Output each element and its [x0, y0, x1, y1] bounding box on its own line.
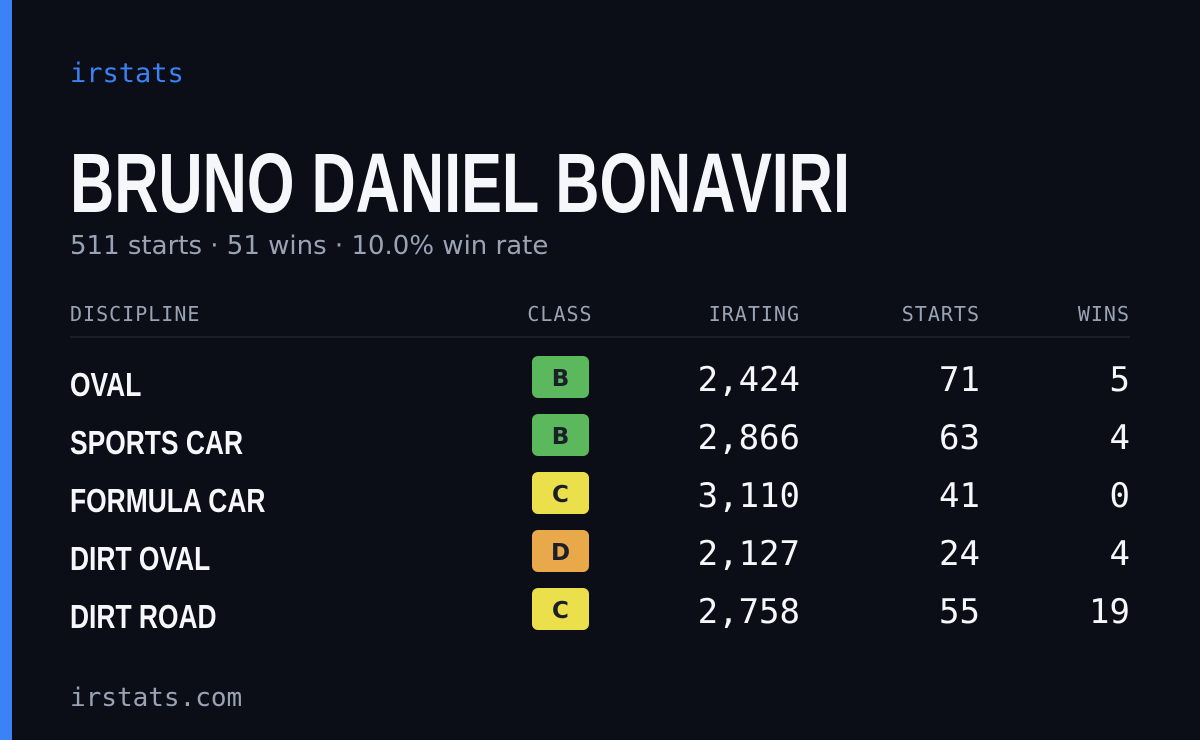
class-badge: [532, 472, 589, 514]
starts: 63: [939, 418, 980, 458]
irating: 2,866: [698, 418, 800, 458]
irating: 3,110: [698, 476, 800, 516]
table-row: DIRT ROAD C 2,758 55 19: [70, 588, 1130, 636]
class-badge: [532, 530, 589, 572]
irating: 2,424: [698, 360, 800, 400]
accent-bar: [0, 0, 12, 740]
table-row: SPORTS CAR B 2,866 63 4: [70, 414, 1130, 462]
starts: 55: [939, 592, 980, 632]
column-header: STARTS: [902, 302, 980, 326]
wins: 5: [1110, 360, 1130, 400]
summary: 511 starts · 51 wins · 10.0% win rate: [70, 231, 548, 261]
table-row: FORMULA CAR C 3,110 41 0: [70, 472, 1130, 520]
table-row: DIRT OVAL D 2,127 24 4: [70, 530, 1130, 578]
class-badge: [532, 356, 589, 398]
discipline: DIRT ROAD: [70, 599, 217, 635]
class-letter: B: [552, 424, 570, 450]
column-header: DISCIPLINE: [70, 302, 200, 326]
irating: 2,127: [698, 534, 800, 574]
column-header: CLASS: [527, 302, 592, 326]
class-letter: C: [552, 482, 569, 508]
wins: 0: [1110, 476, 1130, 516]
class-letter: B: [552, 366, 570, 392]
wins: 4: [1110, 534, 1130, 574]
starts: 71: [939, 360, 980, 400]
class-badge: [532, 414, 589, 456]
class-badge: [532, 588, 589, 630]
discipline: OVAL: [70, 367, 141, 403]
starts: 24: [939, 534, 980, 574]
footer: irstats.com: [70, 683, 242, 713]
wins: 4: [1110, 418, 1130, 458]
player-name: BRUNO DANIEL BONAVIRI: [70, 136, 850, 230]
class-letter: C: [552, 598, 569, 624]
class-letter: D: [551, 540, 570, 566]
brand: irstats: [70, 58, 184, 89]
wins: 19: [1089, 592, 1130, 632]
starts: 41: [939, 476, 980, 516]
discipline: DIRT OVAL: [70, 541, 210, 577]
irating: 2,758: [698, 592, 800, 632]
column-header: IRATING: [709, 302, 800, 326]
table-row: OVAL B 2,424 71 5: [70, 356, 1130, 404]
discipline: SPORTS CAR: [70, 425, 243, 461]
discipline: FORMULA CAR: [70, 483, 265, 519]
column-header: WINS: [1078, 302, 1130, 326]
